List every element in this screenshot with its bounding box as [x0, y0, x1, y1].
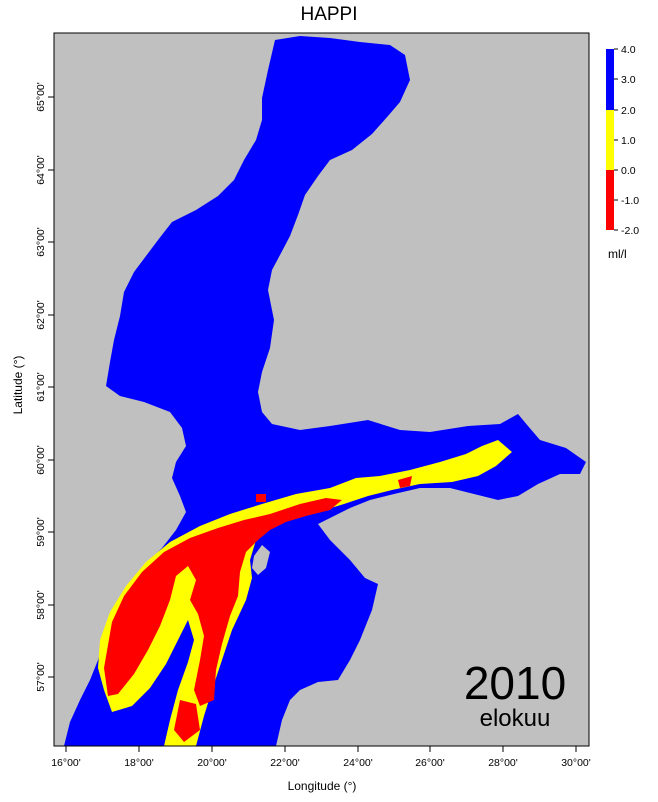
x-tick-label: 26°00' [415, 757, 445, 769]
legend-label: 0.0 [621, 165, 636, 177]
x-tick-label: 30°00' [561, 757, 591, 769]
y-tick-label: 63°00' [35, 227, 47, 257]
x-tick-label: 20°00' [197, 757, 227, 769]
x-axis: 16°00' 18°00' 20°00' 22°00' 24°00' 26°00… [51, 746, 591, 793]
x-axis-title: Longitude (°) [288, 779, 357, 793]
x-tick-label: 22°00' [270, 757, 300, 769]
y-tick-label: 65°00' [35, 82, 47, 112]
y-tick-label: 57°00' [35, 662, 47, 692]
legend-label: -1.0 [621, 195, 639, 207]
y-axis-title: Latitude (°) [11, 356, 25, 415]
sea-area-low-oxygen-south [174, 700, 200, 742]
y-tick-label: 64°00' [35, 155, 47, 185]
legend-label: 3.0 [621, 74, 636, 86]
legend-bin-medium [606, 110, 614, 170]
x-tick-label: 24°00' [343, 757, 373, 769]
legend-label: 1.0 [621, 135, 636, 147]
y-tick-label: 60°00' [35, 445, 47, 475]
legend-label: 4.0 [621, 44, 636, 56]
month-label: elokuu [479, 705, 551, 732]
legend-bin-low [606, 170, 614, 230]
y-tick-label: 58°00' [35, 590, 47, 620]
map-frame [53, 32, 590, 747]
sea-area-low-oxygen-east [398, 476, 412, 488]
x-tick-label: 18°00' [124, 757, 154, 769]
x-tick-label: 28°00' [488, 757, 518, 769]
sea-area-low-oxygen [104, 498, 342, 706]
y-axis: 57°00' 58°00' 59°00' 60°00' 61°00' 62°00… [11, 82, 54, 692]
legend: 4.0 3.0 2.0 1.0 0.0 -1.0 -2.0 [606, 44, 639, 237]
y-tick-label: 61°00' [35, 372, 47, 402]
legend-unit: ml/l [608, 247, 627, 261]
gotland-island [252, 545, 270, 575]
x-tick-label: 16°00' [51, 757, 81, 769]
y-tick-label: 59°00' [35, 517, 47, 547]
sea-area-low-oxygen-spot [256, 494, 266, 502]
legend-label: -2.0 [621, 225, 639, 237]
legend-bin-high [606, 49, 614, 110]
map-title: HAPPI [300, 4, 358, 25]
year-label: 2010 [463, 657, 567, 709]
legend-label: 2.0 [621, 105, 636, 117]
y-tick-label: 62°00' [35, 300, 47, 330]
